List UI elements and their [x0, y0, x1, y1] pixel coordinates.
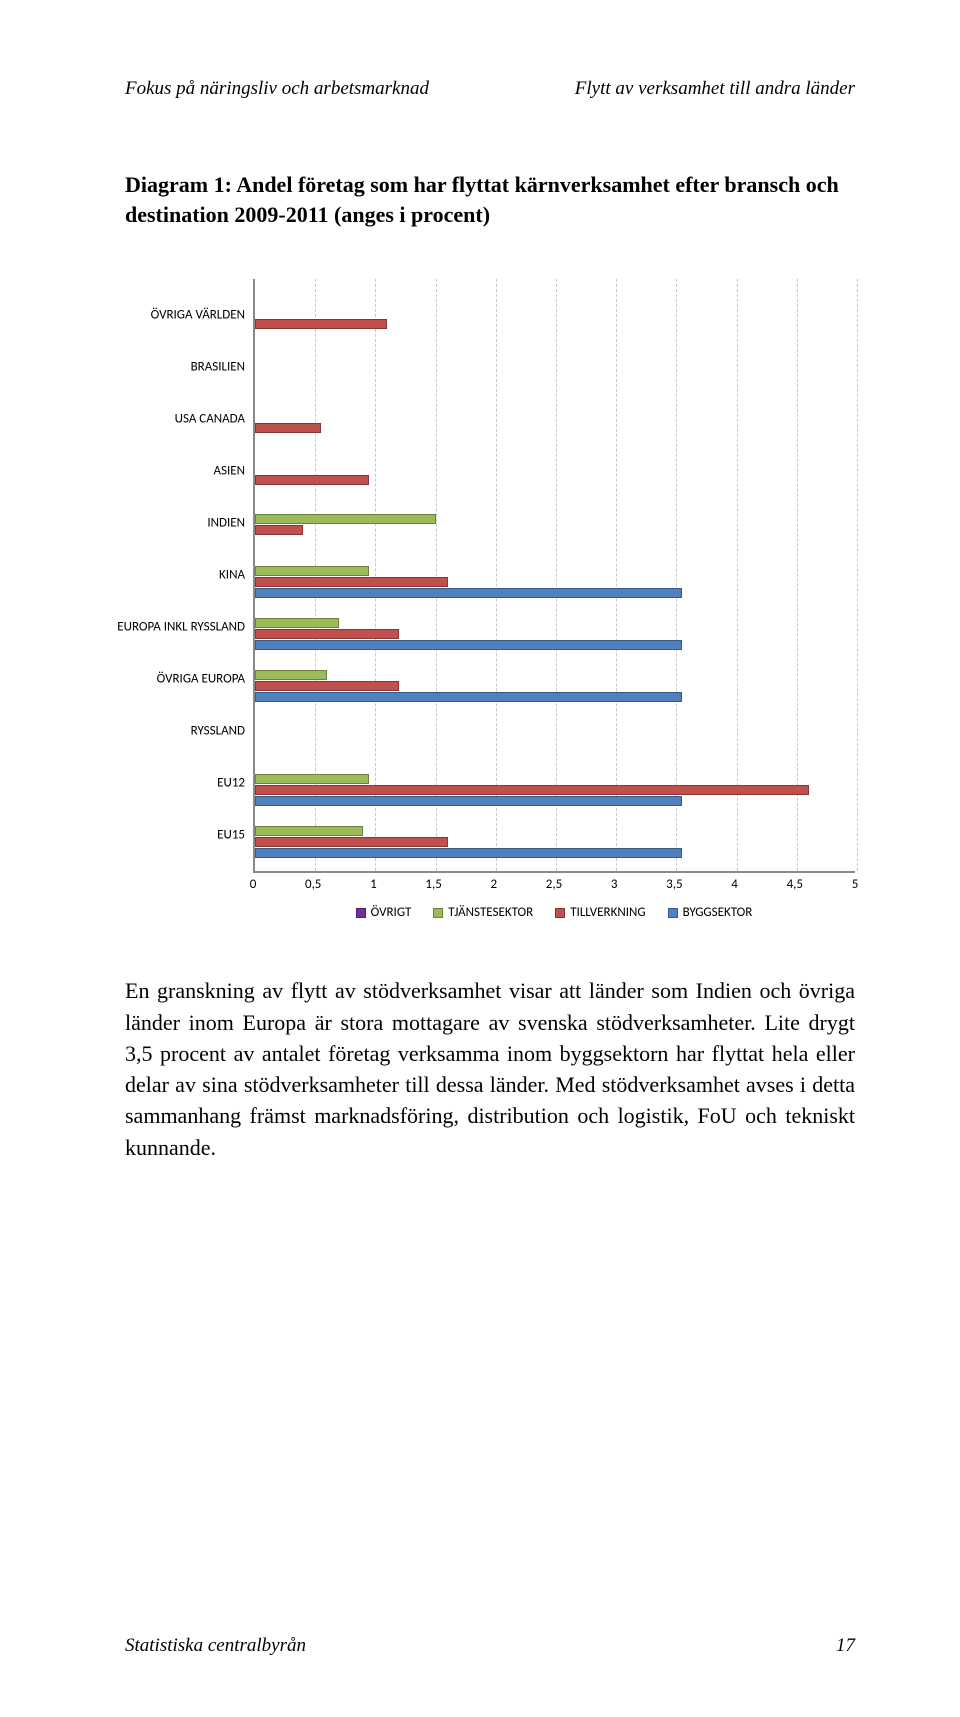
category-label: EU12 — [217, 776, 255, 791]
legend-label: ÖVRIGT — [371, 905, 412, 920]
x-tick-label: 4,5 — [787, 877, 803, 892]
bar-tjanstesektor — [255, 774, 369, 784]
legend-item-tjanstesektor: TJÄNSTESEKTOR — [433, 905, 533, 920]
bar-tillverkning — [255, 319, 387, 329]
bar-byggsektor — [255, 796, 682, 806]
category-label: KINA — [219, 568, 255, 583]
legend-label: TJÄNSTESEKTOR — [448, 905, 533, 920]
x-tick-label: 0,5 — [305, 877, 321, 892]
diagram-title: Diagram 1: Andel företag som har flyttat… — [125, 170, 855, 229]
page-footer: Statistiska centralbyrån 17 — [125, 1635, 855, 1657]
legend-swatch-icon — [668, 908, 678, 918]
x-tick-label: 3 — [611, 877, 618, 892]
bar-byggsektor — [255, 848, 682, 858]
x-tick-label: 3,5 — [666, 877, 682, 892]
running-head-left: Fokus på näringsliv och arbetsmarknad — [125, 78, 429, 100]
running-head: Fokus på näringsliv och arbetsmarknad Fl… — [125, 78, 855, 100]
bar-tjanstesektor — [255, 670, 327, 680]
bar-byggsektor — [255, 640, 682, 650]
chart-category-row: INDIEN — [255, 497, 855, 549]
bar-tillverkning — [255, 681, 399, 691]
legend-swatch-icon — [555, 908, 565, 918]
category-label: USA CANADA — [175, 412, 255, 427]
x-tick-label: 4 — [731, 877, 738, 892]
chart-category-row: ÖVRIGA EUROPA — [255, 653, 855, 705]
bar-tillverkning — [255, 475, 369, 485]
chart-category-row: EU12 — [255, 757, 855, 809]
category-label: BRASILIEN — [191, 360, 255, 375]
running-head-right: Flytt av verksamhet till andra länder — [575, 78, 855, 100]
legend-label: BYGGSEKTOR — [683, 905, 753, 920]
bar-tillverkning — [255, 423, 321, 433]
x-tick-label: 0 — [250, 877, 257, 892]
x-tick-label: 1 — [370, 877, 377, 892]
bar-tillverkning — [255, 629, 399, 639]
chart-category-row: EUROPA INKL RYSSLAND — [255, 601, 855, 653]
footer-publisher: Statistiska centralbyrån — [125, 1635, 306, 1657]
legend-item-ovrigt: ÖVRIGT — [356, 905, 412, 920]
legend-swatch-icon — [433, 908, 443, 918]
category-label: INDIEN — [207, 516, 255, 531]
category-label: ÖVRIGA EUROPA — [157, 672, 255, 687]
bar-tjanstesektor — [255, 826, 363, 836]
gridline — [857, 279, 858, 871]
bar-tillverkning — [255, 837, 448, 847]
chart-category-row: KINA — [255, 549, 855, 601]
chart-category-row: BRASILIEN — [255, 341, 855, 393]
legend-swatch-icon — [356, 908, 366, 918]
chart-category-row: EU15 — [255, 809, 855, 861]
chart-legend: ÖVRIGT TJÄNSTESEKTOR TILLVERKNING BYGGSEKTO… — [253, 905, 855, 920]
x-tick-label: 2 — [491, 877, 498, 892]
chart-category-row: USA CANADA — [255, 393, 855, 445]
x-tick-label: 5 — [852, 877, 859, 892]
footer-page-number: 17 — [836, 1635, 855, 1657]
bar-tjanstesektor — [255, 566, 369, 576]
category-label: ASIEN — [213, 464, 255, 479]
legend-item-byggsektor: BYGGSEKTOR — [668, 905, 753, 920]
x-tick-label: 1,5 — [425, 877, 441, 892]
x-tick-labels: 00,511,522,533,544,55 — [253, 873, 855, 895]
category-label: ÖVRIGA VÄRLDEN — [151, 308, 255, 323]
legend-label: TILLVERKNING — [570, 905, 645, 920]
bar-tillverkning — [255, 577, 448, 587]
bar-tjanstesektor — [255, 618, 339, 628]
bar-tillverkning — [255, 525, 303, 535]
category-label: RYSSLAND — [191, 724, 255, 739]
bar-chart: ÖVRIGA VÄRLDENBRASILIENUSA CANADAASIENIN… — [125, 279, 855, 920]
legend-item-tillverkning: TILLVERKNING — [555, 905, 645, 920]
bar-byggsektor — [255, 692, 682, 702]
chart-category-row: ÖVRIGA VÄRLDEN — [255, 289, 855, 341]
chart-category-row: ASIEN — [255, 445, 855, 497]
bar-byggsektor — [255, 588, 682, 598]
chart-category-row: RYSSLAND — [255, 705, 855, 757]
bar-tjanstesektor — [255, 514, 436, 524]
bar-tillverkning — [255, 785, 809, 795]
category-label: EUROPA INKL RYSSLAND — [117, 620, 255, 635]
category-label: EU15 — [217, 828, 255, 843]
x-tick-label: 2,5 — [546, 877, 562, 892]
body-paragraph: En granskning av flytt av stödverksamhet… — [125, 975, 855, 1162]
